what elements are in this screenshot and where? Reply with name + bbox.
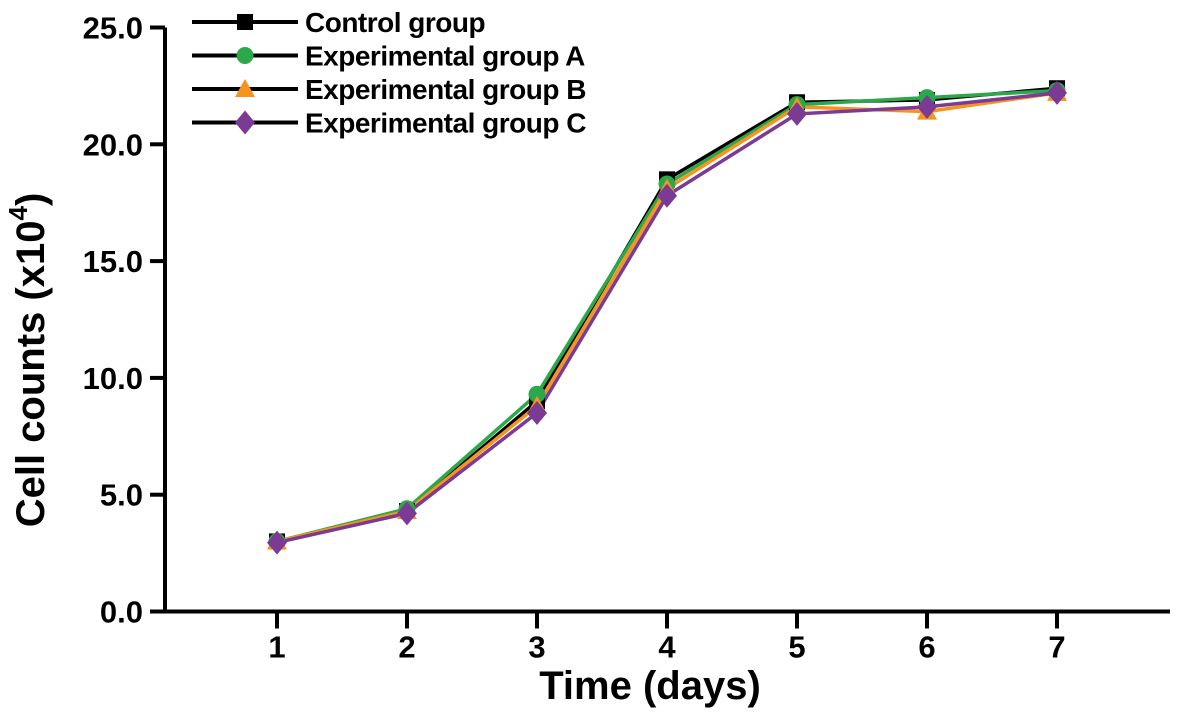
legend-label: Control group [305, 7, 485, 38]
x-tick-label: 1 [268, 630, 285, 665]
y-tick-label: 0.0 [100, 595, 143, 630]
diamond-marker-experimental-group-c [527, 400, 547, 425]
diamond-marker-experimental-group-c [917, 94, 937, 119]
y-tick-label: 15.0 [83, 244, 143, 279]
x-tick-label: 5 [788, 630, 805, 665]
legend-row-control-group: Control group [192, 7, 486, 38]
x-tick-label: 6 [918, 630, 935, 665]
legend-square-icon [237, 14, 253, 30]
y-tick-label: 10.0 [83, 361, 143, 396]
y-axis-title: Cell counts (x104) [3, 193, 53, 528]
legend-circle-icon [236, 47, 254, 64]
legend-triangle-icon [235, 79, 255, 97]
legend-row-experimental-group-c: Experimental group C [192, 108, 587, 139]
series-line-experimental-group-a [276, 88, 1058, 544]
y-tick-label: 20.0 [83, 127, 143, 162]
legend-label: Experimental group B [305, 74, 586, 105]
series-line-experimental-group-b [276, 91, 1058, 544]
legend-row-experimental-group-b: Experimental group B [192, 74, 586, 105]
legend-row-experimental-group-a: Experimental group A [192, 41, 586, 72]
diamond-marker-experimental-group-c [1047, 80, 1067, 105]
x-tick-label: 3 [528, 630, 545, 665]
diamond-marker-experimental-group-c [397, 501, 417, 526]
y-tick-label: 25.0 [83, 11, 143, 46]
series-line-experimental-group-c [276, 91, 1058, 545]
axes: 0.0 5.0 10.0 15.0 20.0 25.0 1 2 3 4 5 6 7 Time (days)… [3, 11, 1170, 708]
x-tick-label: 2 [398, 630, 415, 665]
diamond-marker-experimental-group-c [657, 183, 677, 208]
legend-label: Experimental group A [305, 41, 585, 72]
x-tick-label: 4 [658, 630, 676, 665]
y-tick-label: 5.0 [100, 478, 143, 513]
diamond-marker-experimental-group-c [787, 101, 807, 126]
series-lines [276, 86, 1058, 545]
series-line-control-group [276, 86, 1058, 544]
diamond-marker-experimental-group-c [267, 530, 287, 555]
series-markers [267, 80, 1067, 555]
x-tick-label: 7 [1048, 630, 1065, 665]
legend-diamond-icon [235, 110, 255, 135]
x-axis-title: Time (days) [539, 664, 761, 708]
circle-marker-experimental-group-a [528, 385, 546, 403]
legend-label: Experimental group C [305, 108, 586, 139]
